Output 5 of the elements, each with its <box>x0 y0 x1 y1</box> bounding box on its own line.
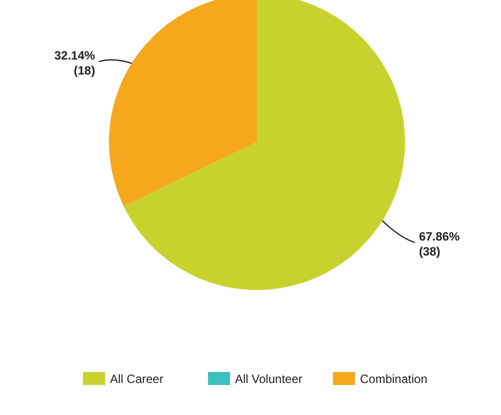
legend-label: Combination <box>360 372 428 386</box>
data-label: 67.86% (38) <box>418 229 460 258</box>
legend-label: All Career <box>110 372 164 386</box>
data-label: 32.14% (18) <box>54 48 96 78</box>
legend-label: All Volunteer <box>235 372 302 386</box>
